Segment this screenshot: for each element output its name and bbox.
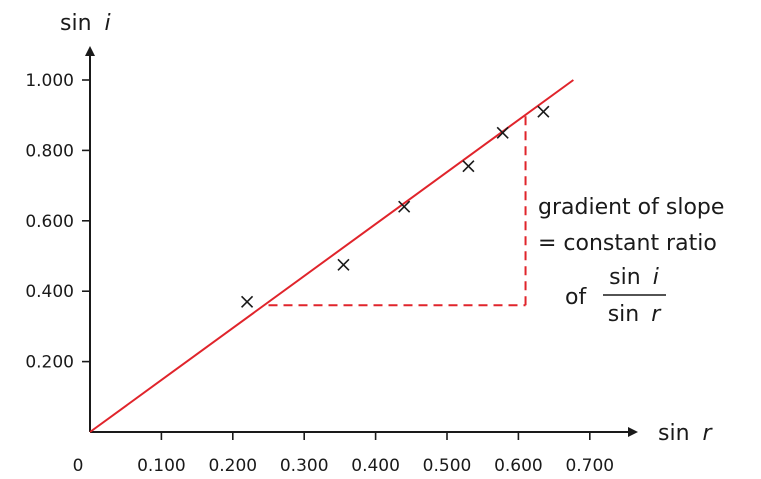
data-point	[241, 295, 254, 308]
x-tick-label: 0.700	[565, 456, 614, 476]
numerator-var: i	[653, 265, 659, 290]
y-tick-label: 0.200	[25, 353, 74, 373]
y-axis-label: sin i	[60, 11, 111, 36]
data-point	[496, 126, 509, 139]
y-axis-label-fn: sin	[60, 11, 92, 36]
gradient-triangle	[268, 115, 527, 307]
y-ticks: 0.200 0.400 0.600 0.800 1.000	[25, 71, 90, 373]
y-tick-label: 0.800	[25, 141, 74, 161]
numerator-fn: sin	[609, 265, 641, 290]
annotation-line-2: = constant ratio	[538, 231, 717, 256]
x-tick-label: 0.500	[423, 456, 472, 476]
annotation-line-1: gradient of slope	[538, 195, 724, 220]
data-point	[537, 105, 550, 118]
fraction-numerator: sin i	[609, 265, 659, 290]
axes	[85, 46, 638, 437]
x-ticks: 0.100 0.200 0.300 0.400 0.500 0.600 0.700	[137, 432, 614, 476]
denominator-fn: sin	[608, 302, 640, 327]
annotation-of: of	[565, 285, 587, 310]
data-points	[241, 105, 550, 308]
x-axis-label: sin r	[658, 421, 714, 446]
x-tick-label: 0.300	[280, 456, 329, 476]
x-axis-label-fn: sin	[658, 421, 690, 446]
data-point	[398, 200, 411, 213]
best-fit-line	[89, 79, 574, 433]
data-point	[462, 160, 475, 173]
x-tick-label: 0.100	[137, 456, 186, 476]
x-axis-label-var: r	[703, 421, 714, 446]
y-tick-label: 1.000	[25, 71, 74, 91]
y-tick-label: 0.400	[25, 282, 74, 302]
y-axis-label-var: i	[105, 11, 111, 36]
x-tick-label: 0.200	[208, 456, 257, 476]
x-tick-label: 0.400	[351, 456, 400, 476]
data-point	[337, 258, 350, 271]
x-tick-label: 0.600	[494, 456, 543, 476]
gradient-annotation: gradient of slope = constant ratio of si…	[538, 195, 724, 327]
fraction-denominator: sin r	[608, 302, 663, 327]
origin-label: 0	[73, 456, 84, 476]
y-tick-label: 0.600	[25, 212, 74, 232]
denominator-var: r	[651, 302, 662, 327]
